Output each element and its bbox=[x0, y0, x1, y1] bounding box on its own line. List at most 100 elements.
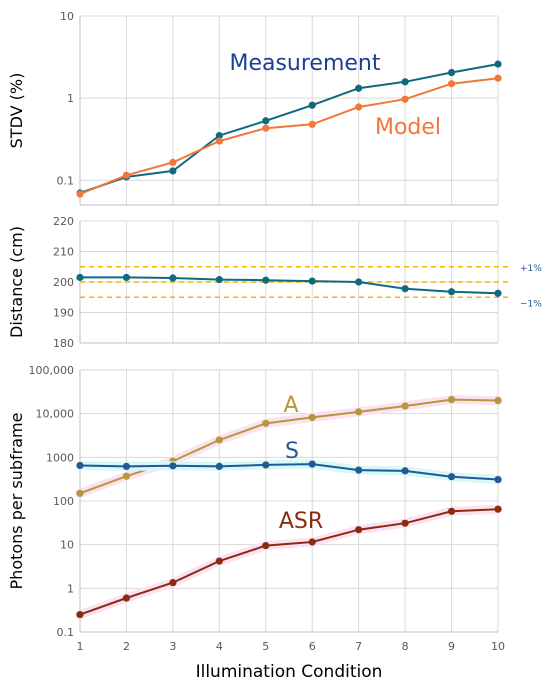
data-point bbox=[494, 475, 502, 484]
data-point bbox=[215, 436, 223, 444]
data-point bbox=[122, 171, 131, 179]
y-tick-label: 200 bbox=[53, 276, 74, 289]
data-point bbox=[447, 288, 456, 296]
x-tick-label: 4 bbox=[216, 640, 223, 653]
data-point bbox=[401, 95, 409, 103]
data-point bbox=[447, 507, 456, 515]
data-point bbox=[494, 60, 502, 68]
data-point bbox=[122, 594, 131, 602]
data-point bbox=[262, 124, 270, 132]
y-tick-label: 1 bbox=[67, 92, 74, 105]
data-point bbox=[215, 462, 223, 470]
y-axis-label: Distance (cm) bbox=[7, 226, 26, 338]
data-point bbox=[447, 473, 456, 481]
y-tick-label: 190 bbox=[53, 307, 74, 320]
data-point bbox=[401, 467, 409, 475]
data-point bbox=[215, 137, 223, 145]
series-line bbox=[80, 276, 499, 295]
y-tick-label: 10,000 bbox=[36, 408, 75, 421]
data-point bbox=[401, 78, 409, 86]
data-point bbox=[169, 579, 177, 587]
data-point bbox=[401, 402, 409, 410]
y-tick-label: 10 bbox=[60, 539, 74, 552]
data-point bbox=[401, 285, 409, 293]
y-tick-label: 0.1 bbox=[57, 174, 75, 187]
reference-line-label: +1% bbox=[520, 264, 542, 274]
reference-line-label: −1% bbox=[520, 299, 542, 309]
data-point bbox=[122, 462, 131, 470]
data-point bbox=[308, 538, 316, 546]
data-point bbox=[262, 419, 270, 427]
x-tick-label: 10 bbox=[491, 640, 505, 653]
y-tick-label: 1000 bbox=[46, 451, 74, 464]
data-point bbox=[76, 461, 84, 470]
data-point bbox=[308, 101, 316, 109]
data-point bbox=[401, 519, 409, 527]
data-point bbox=[308, 277, 316, 285]
series-line bbox=[79, 463, 499, 481]
y-axis-label: STDV (%) bbox=[7, 73, 26, 149]
x-tick-label: 5 bbox=[262, 640, 269, 653]
data-point bbox=[355, 466, 363, 474]
data-point bbox=[355, 278, 363, 286]
data-point bbox=[494, 396, 502, 405]
data-point bbox=[355, 103, 363, 111]
data-point bbox=[447, 395, 456, 404]
data-point bbox=[76, 190, 84, 198]
data-point bbox=[76, 611, 84, 619]
y-tick-label: 100 bbox=[53, 495, 74, 508]
x-tick-label: 3 bbox=[169, 640, 176, 653]
series-line bbox=[79, 77, 499, 195]
series-annotation: ASR bbox=[279, 509, 323, 534]
series-annotation: S bbox=[285, 439, 299, 464]
x-tick-label: 2 bbox=[123, 640, 130, 653]
data-point bbox=[169, 274, 177, 282]
x-tick-label: 1 bbox=[77, 640, 84, 653]
y-tick-label: 220 bbox=[53, 215, 74, 228]
series-line bbox=[79, 508, 499, 616]
series-annotation: Model bbox=[375, 115, 441, 140]
data-point bbox=[262, 276, 270, 284]
data-point bbox=[76, 489, 84, 497]
data-point bbox=[355, 526, 363, 534]
x-axis-label: Illumination Condition bbox=[196, 662, 383, 682]
data-point bbox=[169, 158, 177, 167]
data-point bbox=[355, 84, 363, 92]
y-tick-label: 0.1 bbox=[57, 626, 75, 639]
data-point bbox=[447, 68, 456, 77]
y-tick-label: 100,000 bbox=[29, 364, 75, 377]
data-point bbox=[262, 542, 270, 550]
x-tick-label: 9 bbox=[448, 640, 455, 653]
data-point bbox=[447, 80, 456, 88]
data-point bbox=[262, 117, 270, 125]
data-point bbox=[76, 273, 84, 282]
data-point bbox=[169, 462, 177, 470]
data-point bbox=[494, 74, 502, 82]
data-point bbox=[262, 461, 270, 469]
data-point bbox=[308, 120, 316, 128]
y-axis-label: Photons per subframe bbox=[7, 413, 26, 590]
series-annotation: A bbox=[283, 393, 298, 418]
data-point bbox=[355, 408, 363, 416]
data-point bbox=[494, 505, 502, 513]
x-tick-label: 7 bbox=[355, 640, 362, 653]
y-tick-label: 10 bbox=[60, 10, 74, 23]
data-point bbox=[494, 289, 502, 297]
data-point bbox=[215, 557, 223, 565]
data-point bbox=[308, 413, 316, 422]
data-point bbox=[215, 131, 223, 140]
y-tick-label: 210 bbox=[53, 246, 74, 259]
series-line bbox=[79, 63, 499, 194]
data-point bbox=[122, 472, 131, 480]
y-tick-label: 1 bbox=[67, 582, 74, 595]
data-point bbox=[308, 460, 316, 468]
y-tick-label: 180 bbox=[53, 337, 74, 350]
x-tick-label: 6 bbox=[309, 640, 316, 653]
data-point bbox=[122, 273, 131, 282]
x-tick-label: 8 bbox=[402, 640, 409, 653]
data-point bbox=[169, 167, 177, 175]
data-point bbox=[215, 275, 223, 284]
series-annotation: Measurement bbox=[229, 51, 380, 76]
